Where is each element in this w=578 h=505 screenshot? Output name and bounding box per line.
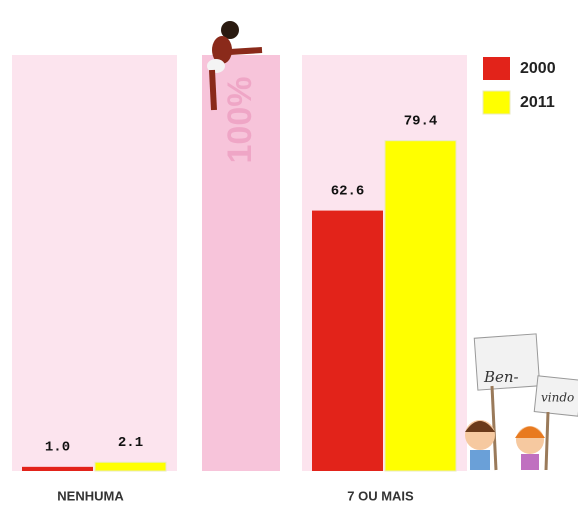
value-label: 2.1 [118,435,143,451]
bar [95,462,166,471]
value-label: 1.0 [45,440,70,456]
x-tick-label: 7 OU MAIS [347,488,414,503]
sign-text: vindo [541,391,574,405]
value-label: 62.6 [331,183,365,199]
legend-label: 2000 [520,60,556,77]
bar [312,211,383,471]
legend-swatch [483,91,510,114]
x-tick-label: NENHUMA [57,488,124,503]
kids-illustration: Ben-vindo [465,334,578,470]
legend-swatch [483,57,510,80]
sign-text: Ben- [483,368,519,386]
legend-label: 2011 [520,94,555,111]
reference-label: 100% [221,77,259,164]
chart: 100% NENHUMA 1.0 2.1 7 OU MAIS 62.6 79.4 2000 20… [0,0,578,505]
category-panel [12,55,177,471]
bar [22,467,93,471]
bar [385,141,456,471]
value-label: 79.4 [404,113,438,129]
